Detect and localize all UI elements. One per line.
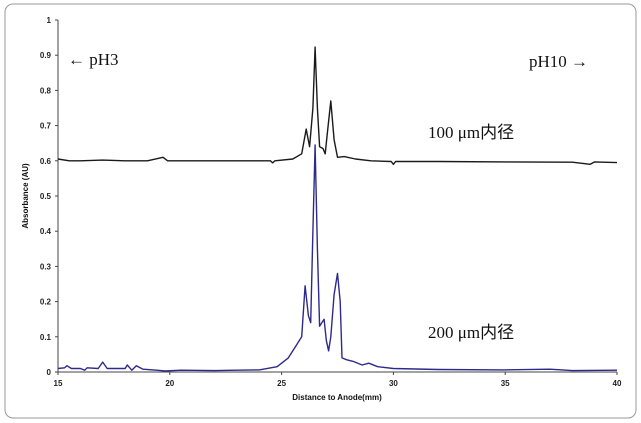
x-tick-label: 35: [501, 379, 510, 388]
series-line-100um: [57, 46, 618, 165]
ph10-annotation: pH10 →: [529, 52, 588, 71]
x-tick-label: 30: [389, 379, 398, 388]
series-label-200um: 200 μm内径: [428, 323, 514, 342]
series-line-200um: [57, 144, 618, 372]
y-tick-label: 0.6: [40, 157, 52, 166]
series-label-100um: 100 μm内径: [428, 123, 514, 142]
y-tick-label: 0: [47, 368, 52, 377]
y-tick-label: 0.3: [40, 262, 52, 271]
figure-frame: [4, 3, 637, 419]
x-tick-label: 25: [277, 379, 286, 388]
y-tick-label: 0.7: [40, 122, 52, 131]
y-tick-label: 0.9: [40, 51, 52, 60]
y-tick-label: 1: [47, 16, 52, 25]
ph3-annotation: ← pH3: [68, 50, 119, 69]
x-tick-label: 15: [54, 379, 63, 388]
y-tick-label: 0.8: [40, 86, 52, 95]
y-tick-label: 0.4: [40, 227, 52, 236]
y-tick-label: 0.5: [40, 192, 52, 201]
y-axis-label: Absorbance (AU): [21, 163, 30, 229]
x-axis-label: Distance to Anode(mm): [292, 393, 382, 402]
x-tick-label: 20: [165, 379, 174, 388]
x-tick-label: 40: [613, 379, 622, 388]
y-tick-label: 0.1: [40, 333, 52, 342]
y-tick-label: 0.2: [40, 298, 52, 307]
